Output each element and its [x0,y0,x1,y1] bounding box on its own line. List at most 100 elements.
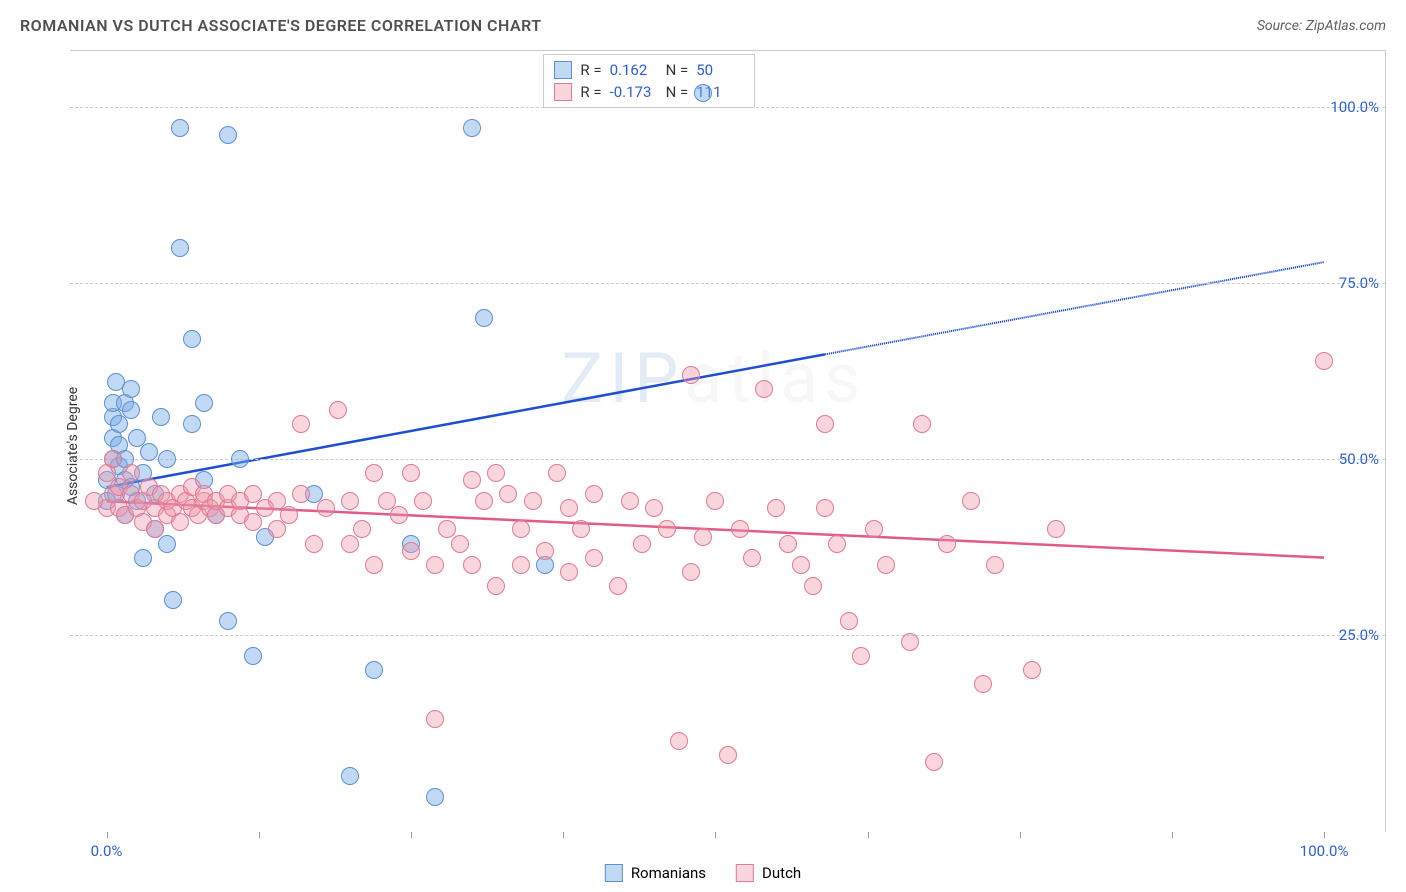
stats-row: R =-0.173N =111 [554,81,744,103]
scatter-point [426,788,444,806]
trend-lines [70,51,1385,832]
bottom-legend: Romanians Dutch [605,864,801,882]
scatter-point [341,492,359,510]
scatter-point [341,767,359,785]
x-tick-label: 100.0% [1300,842,1349,860]
scatter-point [499,485,517,503]
scatter-point [280,506,298,524]
scatter-point [268,520,286,538]
x-tick [715,832,716,838]
scatter-point [219,612,237,630]
scatter-point [767,499,785,517]
scatter-point [548,464,566,482]
scatter-point [122,464,140,482]
scatter-point [706,492,724,510]
scatter-point [85,492,103,510]
scatter-point [658,520,676,538]
scatter-point [609,577,627,595]
scatter-point [694,528,712,546]
scatter-point [158,450,176,468]
scatter-point [140,443,158,461]
scatter-point [317,499,335,517]
scatter-point [158,535,176,553]
scatter-point [585,549,603,567]
scatter-point [475,309,493,327]
scatter-point [110,415,128,433]
scatter-point [146,520,164,538]
scatter-point [694,84,712,102]
legend-item: Dutch [736,864,801,882]
stat-r-label: R = [580,61,601,79]
scatter-point [913,415,931,433]
x-tick [259,832,260,838]
gridline [70,459,1385,460]
scatter-point [104,450,122,468]
scatter-point [1023,661,1041,679]
x-tick [1324,832,1325,838]
trend-line-dashed [825,262,1324,354]
scatter-point [804,577,822,595]
stat-r-label: R = [580,83,601,101]
scatter-point [1315,352,1333,370]
scatter-point [779,535,797,553]
x-tick [107,832,108,838]
scatter-point [244,513,262,531]
scatter-point [621,492,639,510]
scatter-point [463,119,481,137]
scatter-point [164,591,182,609]
scatter-point [171,239,189,257]
scatter-point [865,520,883,538]
x-tick [563,832,564,838]
scatter-point [365,661,383,679]
scatter-point [512,520,530,538]
scatter-point [244,647,262,665]
scatter-point [365,464,383,482]
scatter-point [134,549,152,567]
gridline [70,283,1385,284]
scatter-point [487,464,505,482]
scatter-point [816,499,834,517]
scatter-point [755,380,773,398]
y-tick-label: 25.0% [1339,626,1379,644]
chart-area: ZIPatlas R =0.162N =50R =-0.173N =111 25… [50,50,1386,832]
scatter-point [341,535,359,553]
scatter-point [925,753,943,771]
scatter-point [329,401,347,419]
scatter-point [402,464,420,482]
scatter-point [962,492,980,510]
scatter-point [524,492,542,510]
scatter-point [536,542,554,560]
legend-item: Romanians [605,864,706,882]
scatter-point [353,520,371,538]
stat-n-value: 50 [696,61,744,79]
stat-n-label: N = [666,61,689,79]
scatter-point [292,485,310,503]
scatter-point [414,492,432,510]
stat-n-label: N = [666,83,689,101]
scatter-point [171,119,189,137]
scatter-point [840,612,858,630]
stats-row: R =0.162N =50 [554,59,744,81]
scatter-point [938,535,956,553]
scatter-point [974,675,992,693]
source-attribution: Source: ZipAtlas.com [1257,18,1386,34]
scatter-point [122,380,140,398]
scatter-point [877,556,895,574]
scatter-point [560,563,578,581]
scatter-point [682,563,700,581]
scatter-point [195,394,213,412]
y-tick-label: 75.0% [1339,274,1379,292]
y-tick-label: 100.0% [1330,98,1379,116]
scatter-point [231,450,249,468]
scatter-point [365,556,383,574]
scatter-point [719,746,737,764]
plot-area: ZIPatlas R =0.162N =50R =-0.173N =111 25… [70,50,1386,832]
scatter-point [292,415,310,433]
scatter-point [426,710,444,728]
scatter-point [402,542,420,560]
scatter-point [560,499,578,517]
legend-swatch [554,61,572,79]
trend-line-solid [107,354,825,487]
legend-swatch [736,864,754,882]
scatter-point [305,535,323,553]
